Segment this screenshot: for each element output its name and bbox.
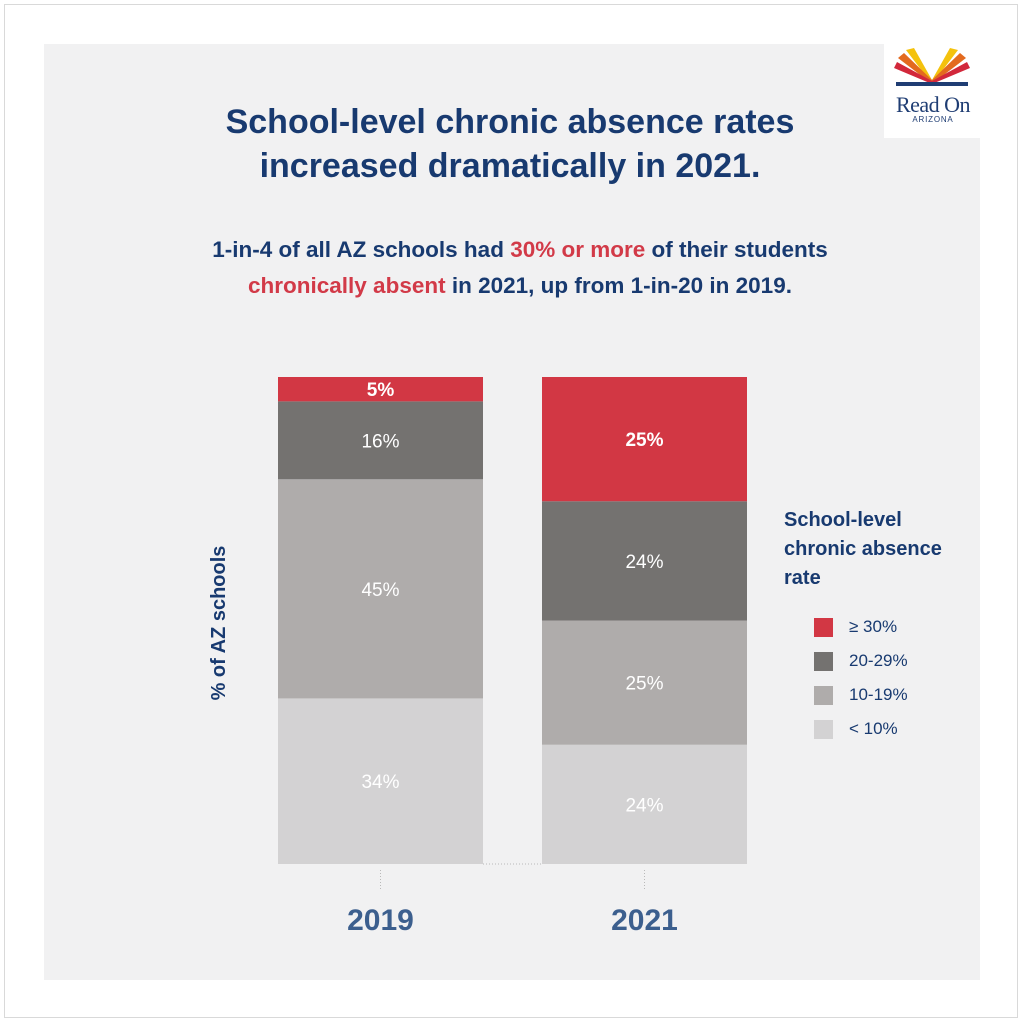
open-book-icon: [894, 48, 970, 86]
legend-label: 10-19%: [849, 685, 908, 704]
logo-wordmark: Read On: [895, 92, 971, 117]
bar-segment-2019-1: [278, 479, 483, 699]
legend-item: 10-19%: [814, 678, 908, 712]
legend-swatch: [814, 685, 833, 705]
subtitle-highlight-2: chronically absent: [248, 273, 446, 298]
legend: ≥ 30% 20-29% 10-19% < 10%: [814, 610, 908, 746]
legend-swatch: [814, 719, 833, 739]
data-label-2019-3: 5%: [367, 380, 395, 401]
x-tick-label-2019: 2019: [347, 904, 414, 937]
bar-segment-2019-0: [278, 698, 483, 864]
legend-item: < 10%: [814, 712, 908, 746]
data-label-2021-3: 25%: [625, 430, 663, 451]
subtitle-text-1: 1-in-4 of all AZ schools had: [212, 237, 511, 262]
bar-segment-2021-2: [542, 501, 747, 621]
data-label-2021-1: 25%: [625, 674, 663, 695]
data-label-2019-2: 16%: [361, 431, 399, 452]
subtitle-text-3: in 2021, up from 1-in-20 in 2019.: [445, 273, 792, 298]
subtitle-highlight-1: 30% or more: [510, 237, 646, 262]
subtitle-line-2: chronically absent in 2021, up from 1-in…: [90, 268, 950, 304]
legend-label: < 10%: [849, 719, 898, 738]
chart-title-line-2: increased dramatically in 2021.: [259, 147, 761, 185]
chart-title-line-1: School-level chronic absence rates: [225, 103, 795, 141]
bars-group: 34% 45% 16% 5% 2019 24% 25% 24% 25% 2021: [278, 377, 747, 937]
bar-segment-2021-3: [542, 377, 747, 502]
chart-subtitle: 1-in-4 of all AZ schools had 30% or more…: [90, 232, 950, 304]
bar-segment-2019-3: [278, 377, 483, 402]
legend-label: 20-29%: [849, 651, 908, 670]
subtitle-line-1: 1-in-4 of all AZ schools had 30% or more…: [90, 232, 950, 268]
read-on-arizona-logo: Read On ARIZONA: [884, 44, 980, 138]
legend-swatch: [814, 651, 833, 671]
legend-title: School-level chronic absence rate: [784, 509, 942, 589]
legend-item: ≥ 30%: [814, 610, 908, 644]
chart-panel: [44, 44, 980, 980]
x-tick-label-2021: 2021: [611, 904, 678, 937]
bar-segment-2019-2: [278, 401, 483, 480]
bar-segment-2021-1: [542, 620, 747, 745]
image-frame: [4, 4, 1018, 1018]
legend-item: 20-29%: [814, 644, 908, 678]
data-label-2019-1: 45%: [361, 580, 399, 601]
data-label-2021-2: 24%: [625, 552, 663, 573]
chart-title: School-level chronic absence rates incre…: [100, 100, 920, 188]
logo-subtext: ARIZONA: [912, 115, 954, 124]
subtitle-text-2: of their students: [645, 237, 828, 262]
y-axis-label: % of AZ schools: [208, 546, 230, 701]
legend-label: ≥ 30%: [849, 617, 898, 636]
data-label-2019-0: 34%: [361, 772, 399, 793]
legend-swatch: [814, 617, 833, 637]
bar-segment-2021-0: [542, 744, 747, 864]
data-label-2021-0: 24%: [625, 795, 663, 816]
